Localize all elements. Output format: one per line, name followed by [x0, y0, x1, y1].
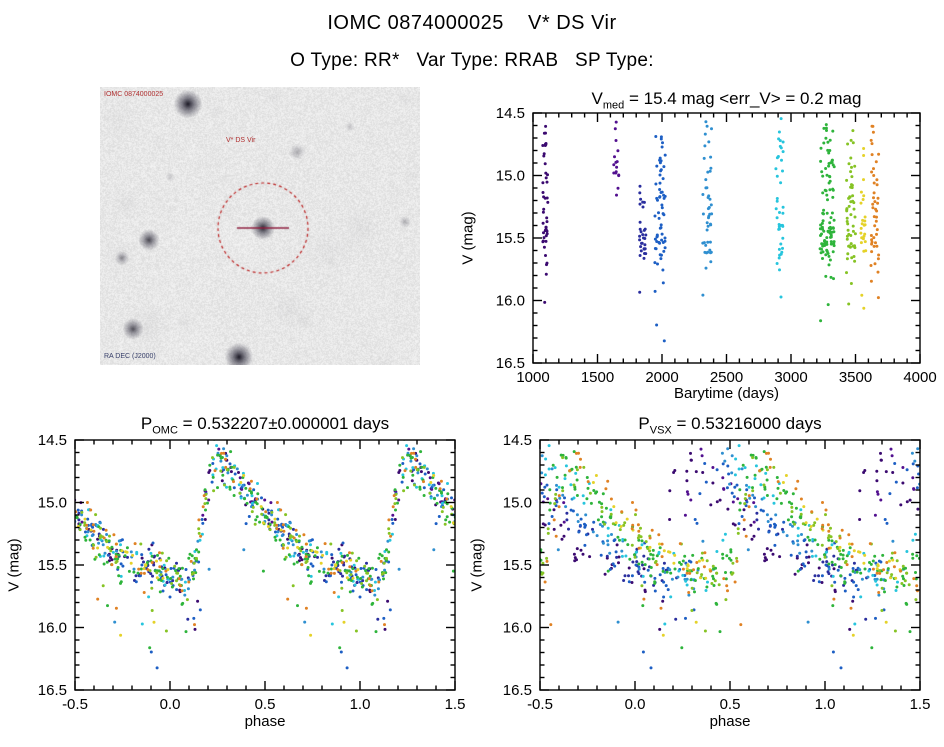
svg-text:2000: 2000	[645, 369, 678, 386]
svg-text:1.0: 1.0	[815, 696, 836, 713]
svg-text:2500: 2500	[710, 369, 743, 386]
svg-text:15.5: 15.5	[38, 557, 67, 574]
svg-text:0.5: 0.5	[720, 696, 741, 713]
svg-text:16.5: 16.5	[38, 682, 67, 699]
barytime-plot-title: Vmed = 15.4 mag <err_V> = 0.2 mag	[533, 89, 920, 111]
finder-sky-image	[100, 87, 420, 365]
barytime-yaxis-label: V (mag)	[459, 211, 477, 265]
svg-text:16.0: 16.0	[496, 293, 525, 310]
phase_omc-axes	[74, 439, 456, 691]
phase-omc-title-prefix: P	[140, 414, 153, 433]
svg-text:15.5: 15.5	[496, 230, 525, 247]
phase-omc-plot-title: POMC = 0.532207±0.000001 days	[75, 414, 455, 436]
phase-omc-yaxis-label: V (mag)	[5, 538, 23, 592]
svg-text:0.5: 0.5	[255, 696, 276, 713]
svg-text:1500: 1500	[581, 369, 614, 386]
svg-text:-0.5: -0.5	[62, 696, 88, 713]
barytime-xaxis-label: Barytime (days)	[673, 385, 780, 402]
phase_vsx-tick-labels: -0.5 0.0 0.5 1.0 1.5 14.5 15.0 15.5 16.0 16.5	[503, 432, 931, 713]
svg-text:1.0: 1.0	[350, 696, 371, 713]
barytime-data-points	[541, 113, 881, 343]
phase-vsx-plot-area: -0.5 0.0 0.5 1.0 1.5 14.5 15.0 15.5 16.0 16.5	[503, 432, 931, 713]
svg-text:0.0: 0.0	[160, 696, 181, 713]
svg-text:15.0: 15.0	[503, 495, 532, 512]
svg-text:15.0: 15.0	[38, 495, 67, 512]
barytime-tick-labels: 1000 1500 2000 2500 3000 3500 4000 14.5 15.0 15.5…	[496, 105, 937, 386]
svg-text:1.5: 1.5	[445, 696, 466, 713]
barytime-title-rest: = 15.4 mag <err_V> = 0.2 mag	[624, 89, 862, 108]
phase-vsx-plot-title: PVSX = 0.53216000 days	[540, 414, 920, 436]
phase-omc-title-sub: OMC	[152, 424, 178, 437]
barytime-plot-area: 1000 1500 2000 2500 3000 3500 4000 14.5 15.0 15.5…	[496, 105, 937, 386]
svg-text:16.5: 16.5	[503, 682, 532, 699]
svg-text:1.5: 1.5	[910, 696, 931, 713]
svg-text:14.5: 14.5	[38, 432, 67, 449]
phase_vsx-axes	[539, 439, 921, 691]
svg-text:3500: 3500	[839, 369, 872, 386]
finder-label-bottom: RA DEC (J2000)	[104, 353, 156, 360]
svg-text:15.0: 15.0	[496, 168, 525, 185]
page-title: IOMC 0874000025 V* DS Vir	[327, 12, 617, 34]
phase-vsx-xaxis-label: phase	[709, 713, 751, 730]
phase-omc-plot-area: -0.5 0.0 0.5 1.0 1.5 14.5 15.0 15.5 16.0 16.5	[38, 432, 466, 713]
finder-chart: IOMC 0874000025 V* DS Vir RA DEC (J2000)	[100, 87, 420, 365]
svg-text:15.5: 15.5	[503, 557, 532, 574]
phase-vsx-yaxis-label: V (mag)	[468, 538, 486, 592]
svg-text:16.5: 16.5	[496, 355, 525, 372]
barytime-axes	[532, 112, 921, 364]
page-subtitle: O Type: RR* Var Type: RRAB SP Type:	[290, 50, 654, 71]
phase-vsx-title-prefix: P	[638, 414, 650, 433]
svg-text:16.0: 16.0	[38, 620, 67, 637]
finder-label-star: V* DS Vir	[226, 137, 256, 144]
svg-text:14.5: 14.5	[496, 105, 525, 122]
phase-omc-xaxis-label: phase	[244, 713, 286, 730]
phase_vsx-data-points	[540, 440, 920, 670]
phase-vsx-title-rest: = 0.53216000 days	[671, 414, 822, 433]
svg-text:4000: 4000	[903, 369, 936, 386]
phase-vsx-title-sub: VSX	[649, 424, 672, 437]
barytime-title-sub: med	[602, 99, 625, 112]
svg-text:3000: 3000	[774, 369, 807, 386]
svg-text:0.0: 0.0	[625, 696, 646, 713]
svg-text:16.0: 16.0	[503, 620, 532, 637]
svg-text:1000: 1000	[516, 369, 549, 386]
phase-omc-title-rest: = 0.532207±0.000001 days	[177, 414, 390, 433]
svg-text:14.5: 14.5	[503, 432, 532, 449]
phase_omc-data-points	[75, 440, 455, 670]
finder-label-top: IOMC 0874000025	[104, 91, 164, 98]
phase_omc-tick-labels: -0.5 0.0 0.5 1.0 1.5 14.5 15.0 15.5 16.0 16.5	[38, 432, 466, 713]
barytime-title-prefix: V	[591, 89, 603, 108]
svg-text:-0.5: -0.5	[527, 696, 553, 713]
